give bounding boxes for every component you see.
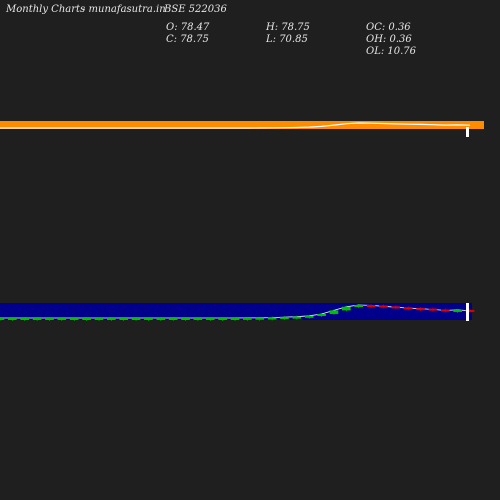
candle [119, 318, 129, 320]
candle [20, 318, 30, 320]
candle [267, 317, 277, 320]
candle [465, 309, 475, 312]
candle [218, 318, 227, 320]
candle [69, 318, 79, 320]
candle [329, 310, 339, 314]
candle [205, 318, 215, 320]
high-value: H: 78.75 [266, 22, 310, 33]
candle [168, 318, 178, 320]
candle [391, 306, 401, 309]
candle [379, 305, 388, 308]
candle [428, 308, 438, 311]
right-edge-marker [466, 303, 469, 321]
candle [144, 318, 153, 320]
symbol-label: BSE 522036 [164, 4, 227, 15]
candle [57, 318, 67, 320]
candle [453, 309, 462, 312]
chart-type-label: Monthly Charts [6, 4, 86, 15]
candle [32, 318, 42, 320]
ol-value: OL: 10.76 [366, 46, 417, 57]
candle [255, 317, 265, 320]
candle [0, 318, 5, 320]
candle [94, 318, 104, 320]
oc-value: OC: 0.36 [366, 22, 411, 33]
candlestick-panel [0, 303, 475, 321]
candle [243, 317, 252, 320]
candle [354, 305, 364, 307]
candle [193, 318, 203, 320]
price-band [0, 303, 472, 320]
candle [403, 307, 413, 310]
source-label: - munafasutra.in [82, 4, 166, 15]
low-value: L: 70.85 [266, 34, 308, 45]
candle [366, 305, 376, 307]
candle [416, 308, 425, 311]
overview-panel [0, 121, 484, 137]
candle [106, 318, 116, 320]
candle [440, 309, 450, 312]
candle [280, 317, 289, 320]
candle [181, 318, 190, 320]
overview-line [0, 122, 471, 129]
candle [304, 315, 314, 318]
candle [8, 318, 17, 320]
oh-value: OH: 0.36 [366, 34, 412, 45]
overview-band [0, 121, 484, 129]
candle [45, 318, 54, 320]
candle [230, 318, 240, 320]
overview-edge-marker [466, 127, 469, 137]
candle [341, 306, 351, 311]
candle [131, 318, 141, 320]
open-value: O: 78.47 [166, 22, 210, 33]
close-value: C: 78.75 [166, 34, 209, 45]
candle [292, 316, 302, 319]
candle [317, 313, 326, 316]
candle [156, 318, 166, 320]
candle [82, 318, 91, 320]
